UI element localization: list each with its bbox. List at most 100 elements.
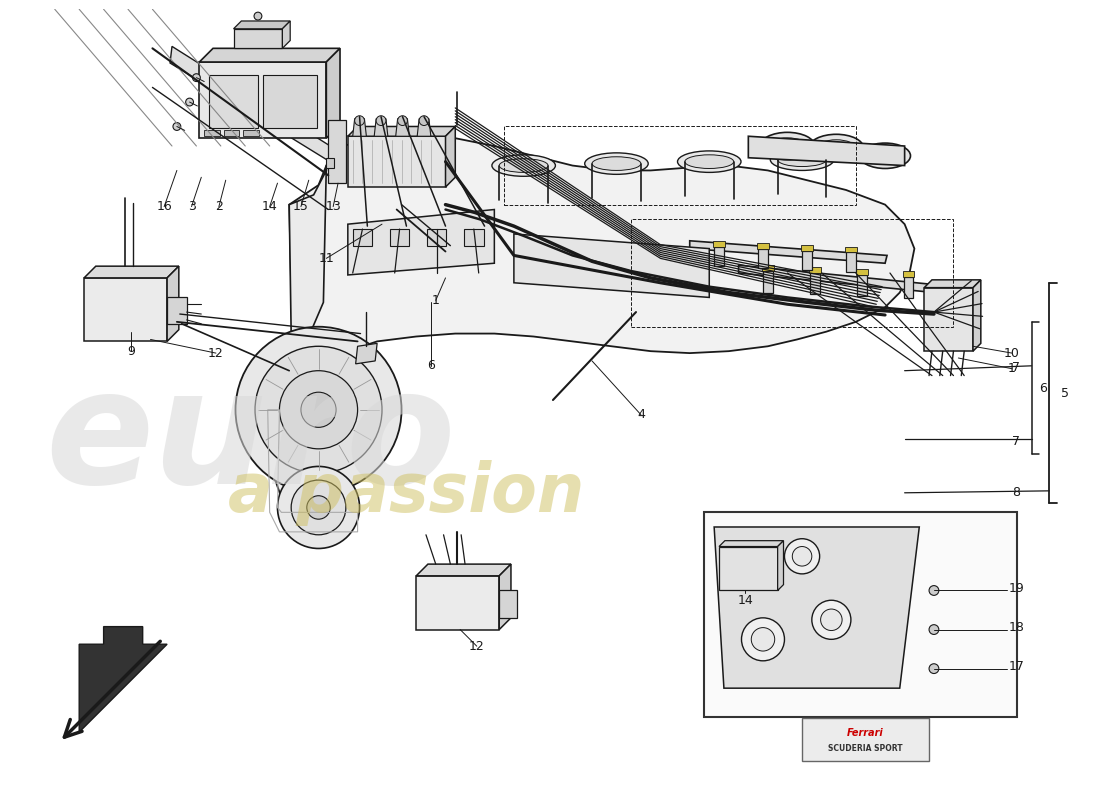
Circle shape: [277, 466, 360, 549]
Text: 1: 1: [432, 294, 440, 307]
Ellipse shape: [492, 155, 556, 176]
Text: 10: 10: [1004, 346, 1020, 360]
Text: Ferrari: Ferrari: [847, 729, 884, 738]
Polygon shape: [974, 280, 981, 351]
Polygon shape: [719, 546, 778, 590]
Text: 1: 1: [1008, 362, 1016, 375]
Polygon shape: [416, 564, 512, 576]
Text: 9: 9: [126, 345, 135, 358]
Polygon shape: [738, 265, 936, 293]
Circle shape: [292, 480, 345, 535]
Ellipse shape: [585, 153, 648, 174]
Polygon shape: [167, 266, 179, 342]
Ellipse shape: [685, 155, 734, 169]
Polygon shape: [355, 343, 377, 364]
Polygon shape: [348, 126, 455, 136]
Circle shape: [186, 98, 194, 106]
Text: 6: 6: [1040, 382, 1047, 394]
Polygon shape: [714, 527, 920, 688]
Polygon shape: [856, 269, 868, 275]
Bar: [263, 74, 317, 129]
Ellipse shape: [678, 151, 741, 172]
Polygon shape: [778, 541, 783, 590]
Circle shape: [279, 370, 358, 449]
Polygon shape: [283, 21, 290, 48]
Polygon shape: [199, 48, 340, 62]
Circle shape: [792, 546, 812, 566]
Polygon shape: [714, 246, 724, 266]
Polygon shape: [762, 265, 773, 271]
Bar: [504, 126, 856, 205]
Polygon shape: [389, 229, 409, 246]
Circle shape: [192, 74, 200, 82]
Circle shape: [173, 122, 180, 130]
Polygon shape: [802, 250, 812, 270]
Polygon shape: [353, 229, 372, 246]
Text: 12: 12: [208, 346, 223, 360]
Ellipse shape: [768, 138, 806, 154]
Ellipse shape: [499, 158, 548, 172]
Ellipse shape: [778, 153, 826, 166]
Bar: [704, 512, 1018, 718]
Polygon shape: [514, 234, 710, 298]
Circle shape: [821, 609, 843, 630]
Text: 18: 18: [1009, 621, 1025, 634]
Text: 19: 19: [1009, 582, 1025, 595]
Polygon shape: [446, 126, 455, 187]
Circle shape: [812, 600, 851, 639]
Ellipse shape: [592, 157, 641, 170]
Text: 3: 3: [188, 200, 196, 213]
Polygon shape: [270, 166, 327, 527]
Polygon shape: [748, 136, 904, 166]
Circle shape: [354, 116, 364, 126]
Polygon shape: [348, 136, 446, 187]
Polygon shape: [348, 210, 494, 275]
Polygon shape: [903, 271, 914, 277]
Polygon shape: [904, 277, 913, 298]
Text: 14: 14: [262, 200, 277, 213]
Polygon shape: [417, 118, 431, 136]
Polygon shape: [327, 48, 340, 138]
Ellipse shape: [770, 149, 834, 170]
Polygon shape: [690, 241, 887, 263]
Polygon shape: [499, 564, 512, 630]
Circle shape: [376, 116, 386, 126]
Circle shape: [419, 116, 429, 126]
Circle shape: [741, 618, 784, 661]
Circle shape: [307, 496, 330, 519]
Polygon shape: [199, 62, 327, 138]
Polygon shape: [84, 278, 167, 342]
Ellipse shape: [860, 143, 911, 169]
Text: 15: 15: [293, 200, 309, 213]
Text: 11: 11: [319, 252, 334, 265]
Text: 4: 4: [637, 408, 645, 421]
Polygon shape: [267, 136, 914, 537]
Ellipse shape: [760, 132, 815, 160]
Bar: [205, 130, 220, 136]
Polygon shape: [79, 626, 167, 732]
Circle shape: [751, 628, 774, 651]
Text: 17: 17: [1009, 660, 1025, 673]
Polygon shape: [353, 118, 366, 136]
Text: 2: 2: [214, 200, 223, 213]
Polygon shape: [167, 298, 187, 324]
Polygon shape: [763, 271, 773, 293]
Polygon shape: [427, 229, 447, 246]
Bar: [209, 74, 258, 129]
Text: SCUDERIA SPORT: SCUDERIA SPORT: [828, 744, 903, 753]
Polygon shape: [170, 46, 330, 161]
Polygon shape: [396, 118, 409, 136]
Polygon shape: [924, 280, 981, 288]
Circle shape: [930, 664, 938, 674]
Bar: [223, 130, 240, 136]
Polygon shape: [758, 249, 768, 268]
Polygon shape: [327, 158, 334, 167]
Bar: [328, 120, 345, 183]
Text: 13: 13: [326, 200, 341, 213]
Text: 16: 16: [156, 200, 172, 213]
Polygon shape: [464, 229, 484, 246]
Text: 7: 7: [1012, 362, 1020, 374]
Polygon shape: [233, 29, 283, 48]
Polygon shape: [757, 242, 769, 249]
Ellipse shape: [817, 140, 856, 156]
